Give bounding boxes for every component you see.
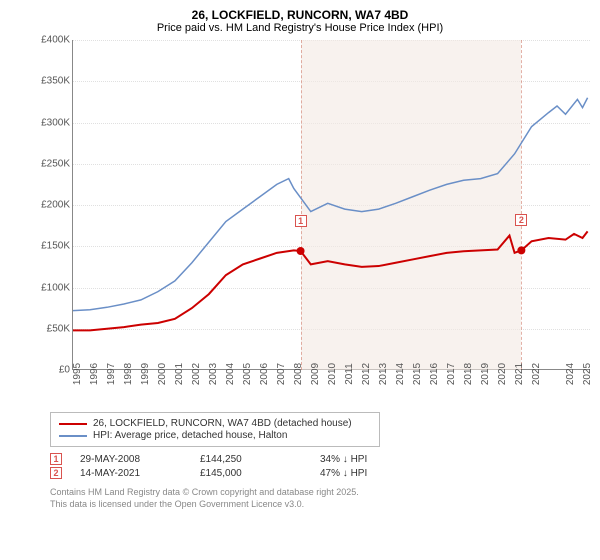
sale-dot <box>297 247 305 255</box>
x-tick: 2004 <box>225 363 236 385</box>
x-tick: 2011 <box>344 363 355 385</box>
legend-swatch <box>59 435 87 437</box>
chart-title: 26, LOCKFIELD, RUNCORN, WA7 4BD <box>10 8 590 22</box>
x-tick: 2017 <box>446 363 457 385</box>
legend: 26, LOCKFIELD, RUNCORN, WA7 4BD (detache… <box>50 412 380 447</box>
chart-area: £0£50K£100K£150K£200K£250K£300K£350K£400… <box>30 40 590 410</box>
y-tick: £400K <box>41 35 70 46</box>
marker-box: 1 <box>295 215 307 227</box>
x-tick: 2019 <box>480 363 491 385</box>
y-tick: £250K <box>41 158 70 169</box>
x-tick: 2015 <box>412 363 423 385</box>
x-tick: 2002 <box>191 363 202 385</box>
x-tick: 2005 <box>242 363 253 385</box>
x-tick: 2012 <box>361 363 372 385</box>
footer: Contains HM Land Registry data © Crown c… <box>50 487 590 510</box>
x-tick: 1997 <box>106 363 117 385</box>
sale-pct: 47% ↓ HPI <box>320 468 440 479</box>
x-tick: 2024 <box>565 363 576 385</box>
x-tick: 2006 <box>259 363 270 385</box>
chart-container: 26, LOCKFIELD, RUNCORN, WA7 4BD Price pa… <box>0 0 600 560</box>
sale-price: £144,250 <box>200 454 320 465</box>
table-row: 1 29-MAY-2008£144,25034% ↓ HPI <box>50 453 590 465</box>
x-tick: 2014 <box>395 363 406 385</box>
y-tick: £350K <box>41 76 70 87</box>
sale-table: 1 29-MAY-2008£144,25034% ↓ HPI 2 14-MAY-202… <box>50 453 590 479</box>
x-tick: 2025 <box>582 363 593 385</box>
y-tick: £150K <box>41 241 70 252</box>
series-red <box>73 231 588 330</box>
legend-label: HPI: Average price, detached house, Halt… <box>93 430 287 441</box>
sale-date: 14-MAY-2021 <box>80 468 200 479</box>
x-tick: 1999 <box>140 363 151 385</box>
y-tick: £200K <box>41 200 70 211</box>
x-tick: 2007 <box>276 363 287 385</box>
series-blue <box>73 98 588 311</box>
legend-swatch <box>59 423 87 425</box>
x-tick: 2001 <box>174 363 185 385</box>
y-tick: £300K <box>41 117 70 128</box>
x-tick: 1996 <box>89 363 100 385</box>
y-tick: £100K <box>41 282 70 293</box>
legend-row: HPI: Average price, detached house, Halt… <box>59 430 371 441</box>
y-tick: £0 <box>59 365 70 376</box>
row-marker: 2 <box>50 467 62 479</box>
x-tick: 2013 <box>378 363 389 385</box>
row-marker: 1 <box>50 453 62 465</box>
sale-pct: 34% ↓ HPI <box>320 454 440 465</box>
x-tick: 2010 <box>327 363 338 385</box>
legend-row: 26, LOCKFIELD, RUNCORN, WA7 4BD (detache… <box>59 418 371 429</box>
y-tick: £50K <box>47 323 70 334</box>
x-tick: 2021 <box>514 363 525 385</box>
plot-region: 12 <box>72 40 590 370</box>
x-tick: 2009 <box>310 363 321 385</box>
legend-label: 26, LOCKFIELD, RUNCORN, WA7 4BD (detache… <box>93 418 352 429</box>
x-tick: 2020 <box>497 363 508 385</box>
marker-box: 2 <box>515 214 527 226</box>
sale-dot <box>517 246 525 254</box>
line-svg <box>73 40 591 370</box>
x-tick: 2018 <box>463 363 474 385</box>
x-tick: 2000 <box>157 363 168 385</box>
footer-line2: This data is licensed under the Open Gov… <box>50 499 590 511</box>
x-tick: 1998 <box>123 363 134 385</box>
footer-line1: Contains HM Land Registry data © Crown c… <box>50 487 590 499</box>
x-tick: 2016 <box>429 363 440 385</box>
x-tick: 2003 <box>208 363 219 385</box>
chart-subtitle: Price paid vs. HM Land Registry's House … <box>10 22 590 34</box>
x-tick: 1995 <box>72 363 83 385</box>
sale-date: 29-MAY-2008 <box>80 454 200 465</box>
x-tick: 2022 <box>531 363 542 385</box>
x-tick: 2008 <box>293 363 304 385</box>
sale-price: £145,000 <box>200 468 320 479</box>
table-row: 2 14-MAY-2021£145,00047% ↓ HPI <box>50 467 590 479</box>
